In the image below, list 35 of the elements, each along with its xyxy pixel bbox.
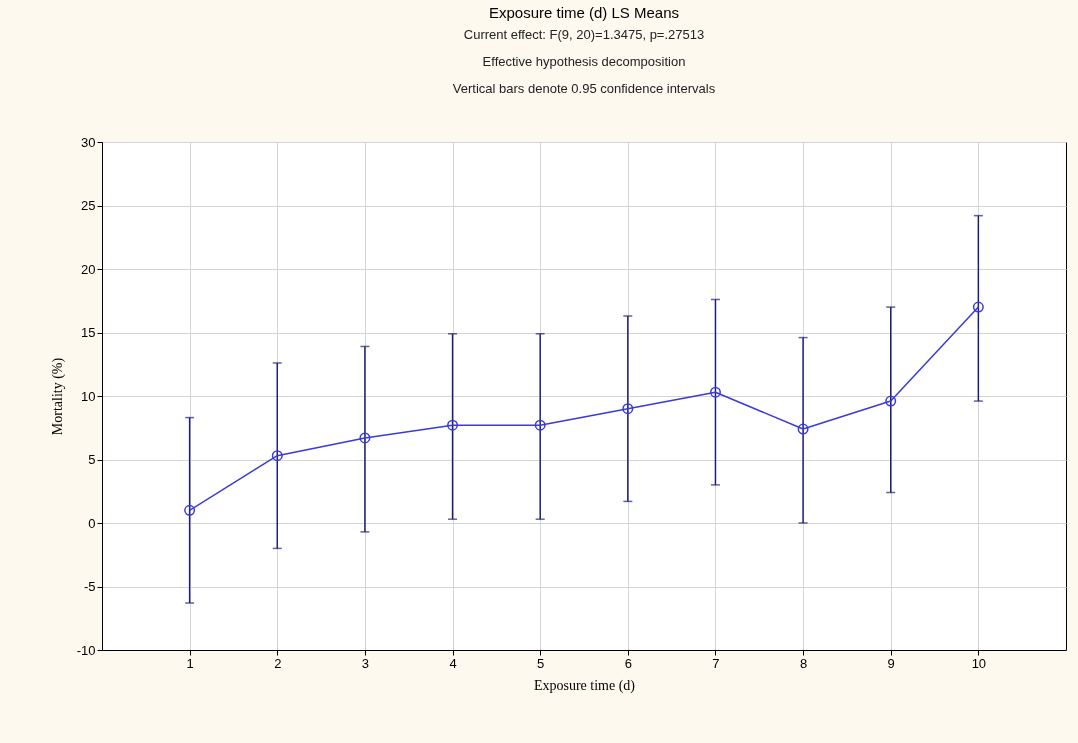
x-tick-label: 7 — [712, 655, 720, 671]
y-tick-label: -10 — [76, 642, 96, 658]
x-tick-label: 6 — [624, 655, 632, 671]
point — [972, 301, 984, 313]
x-tick-label: 4 — [449, 655, 457, 671]
chart-subtitle: Current effect: F(9, 20)=1.3475, p=.27513 — [463, 27, 705, 42]
y-tick-label: 10 — [81, 388, 96, 404]
y-tick-label: 30 — [81, 134, 96, 150]
x-axis-title: Exposure time (d) — [533, 677, 636, 694]
y-tick-label: 15 — [81, 325, 96, 340]
point — [709, 386, 721, 398]
y-tick-label: 5 — [88, 452, 96, 467]
point — [885, 395, 897, 407]
point — [271, 450, 283, 462]
chart-title: Exposure time (d) LS Means — [488, 4, 680, 21]
y-tick-label: 20 — [81, 261, 96, 277]
y-tick-label: 25 — [81, 198, 96, 213]
y-tick-label: 0 — [88, 515, 96, 531]
x-tick-label: 2 — [274, 655, 282, 671]
text: Effective hypothesis decomposition — [482, 54, 686, 69]
y-tick-label: -5 — [83, 579, 96, 594]
point — [447, 419, 459, 431]
point — [622, 403, 634, 415]
x-tick-label: 3 — [361, 655, 370, 671]
x-tick-label: 9 — [887, 655, 895, 671]
y-axis-title: Mortality (%) — [49, 357, 66, 436]
x-tick-label: 10 — [971, 655, 987, 671]
x-tick-label: 5 — [537, 655, 545, 671]
point — [184, 504, 196, 516]
point — [534, 419, 546, 431]
text: Vertical bars denote 0.95 confidence intervals — [452, 81, 716, 96]
point — [797, 423, 809, 435]
point — [359, 432, 371, 444]
x-tick-label: 8 — [799, 655, 808, 671]
x-tick-label: 1 — [186, 655, 194, 671]
